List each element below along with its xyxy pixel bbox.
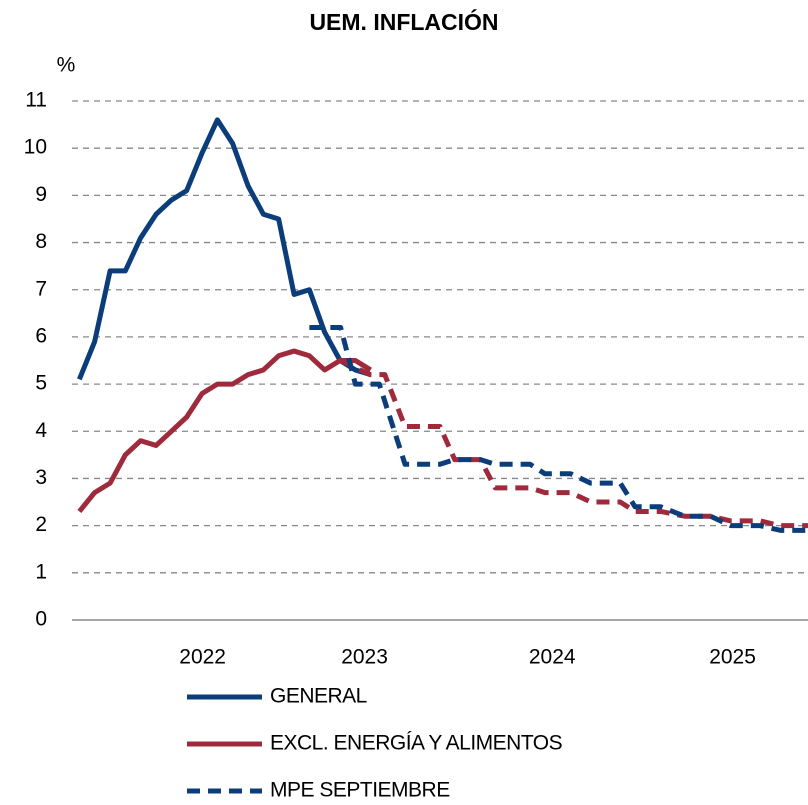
y-tick-label: 8 <box>35 230 47 253</box>
y-tick-label: 0 <box>35 608 47 631</box>
legend-label: GENERAL <box>270 685 367 708</box>
series-line <box>77 348 372 514</box>
y-tick-label: 10 <box>24 136 47 159</box>
chart-title: UEM. INFLACIÓN <box>309 8 498 35</box>
x-tick-label: 2023 <box>341 646 388 669</box>
y-tick-label: 11 <box>25 89 47 112</box>
y-tick-label: 6 <box>35 324 47 347</box>
y-axis-label: % <box>57 54 76 77</box>
x-tick-label: 2024 <box>529 646 576 669</box>
y-tick-label: 5 <box>35 372 47 395</box>
legend-label: EXCL. ENERGÍA Y ALIMENTOS <box>270 732 563 755</box>
y-tick-label: 1 <box>35 560 47 583</box>
y-tick-label: 2 <box>35 513 47 536</box>
series-line <box>77 117 372 381</box>
y-tick-label: 4 <box>35 419 47 442</box>
y-tick-label: 7 <box>35 277 47 300</box>
x-tick-label: 2025 <box>709 646 756 669</box>
legend-label: MPE SEPTIEMBRE <box>270 779 450 802</box>
series-line <box>309 324 808 533</box>
x-tick-label: 2022 <box>179 646 226 669</box>
y-tick-label: 3 <box>35 466 47 489</box>
y-tick-label: 9 <box>35 183 47 206</box>
series-line <box>339 358 808 529</box>
